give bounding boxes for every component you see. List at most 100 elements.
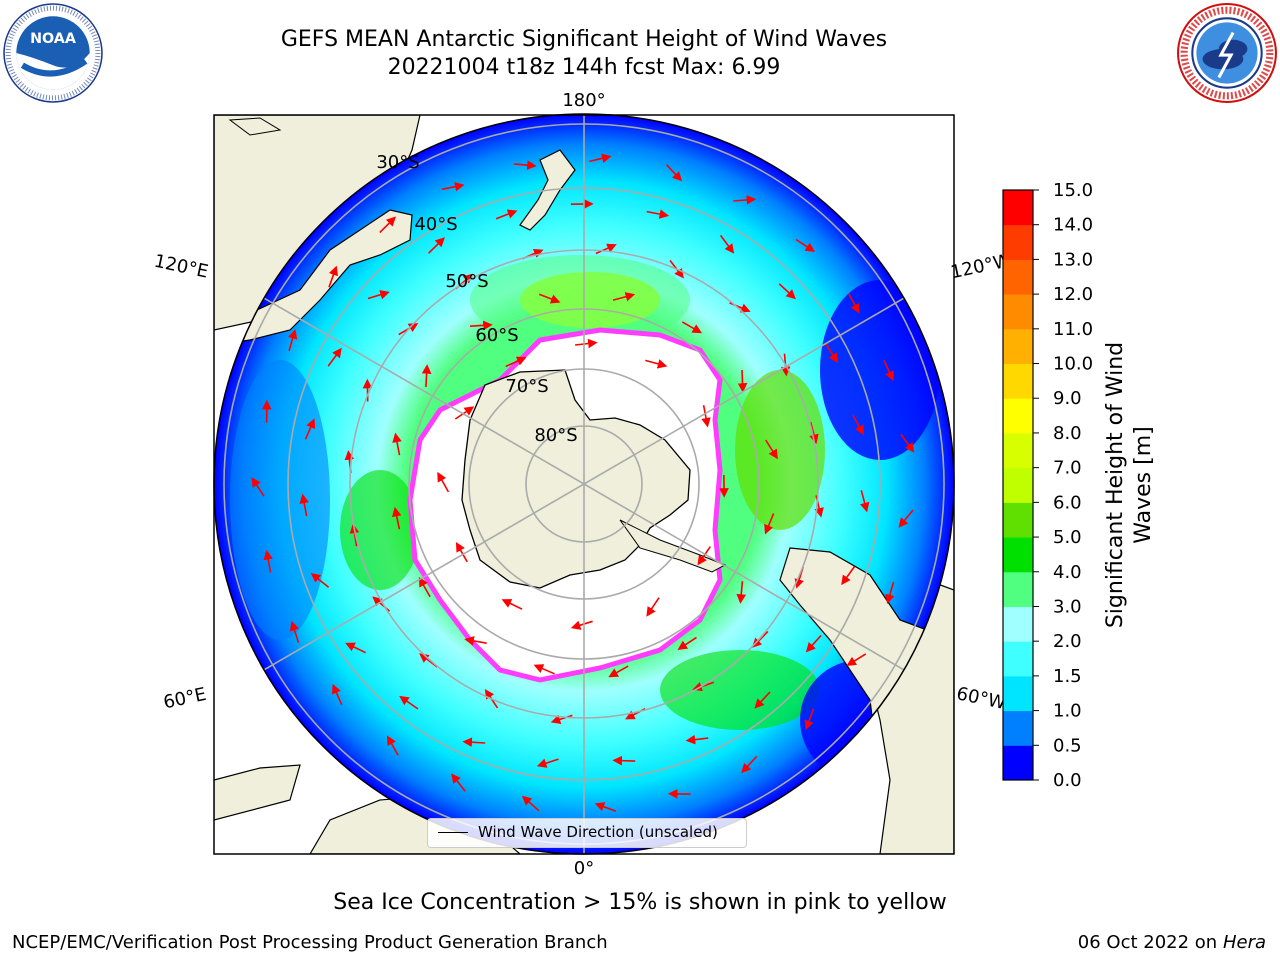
wind-arrow bbox=[737, 369, 748, 393]
map-frame bbox=[213, 114, 955, 855]
colorbar-segment bbox=[1003, 432, 1033, 469]
wind-arrow bbox=[595, 243, 617, 255]
plot-subtitle: 20221004 t18z 144h fcst Max: 6.99 bbox=[387, 55, 781, 80]
wind-arrow bbox=[501, 599, 523, 610]
colorbar-segment bbox=[1003, 502, 1033, 538]
wind-arrow bbox=[729, 302, 751, 313]
wind-arrow bbox=[612, 292, 636, 302]
wind-arrow bbox=[733, 195, 757, 205]
wind-arrow bbox=[513, 160, 537, 170]
colorbar-segment bbox=[1003, 710, 1033, 746]
colorbar-segment bbox=[1003, 537, 1033, 573]
colorbar-tick-label: 5.0 bbox=[1053, 527, 1082, 548]
lon-label-60w: 60°W bbox=[955, 683, 1008, 714]
lat-label-80s: 80°S bbox=[534, 425, 577, 446]
legend-line-swatch bbox=[438, 832, 468, 833]
colorbar-tick-label: 1.5 bbox=[1053, 666, 1082, 687]
wind-arrow bbox=[612, 755, 636, 766]
wind-arrow bbox=[469, 320, 493, 331]
wind-arrow bbox=[589, 153, 612, 163]
wind-arrow bbox=[669, 259, 684, 279]
wind-arrow bbox=[825, 343, 839, 364]
wind-arrow bbox=[765, 439, 778, 460]
map-legend: Wind Wave Direction (unscaled) bbox=[427, 818, 747, 848]
wind-arrow bbox=[736, 581, 747, 604]
colorbar-segment bbox=[1003, 745, 1033, 781]
wind-arrow bbox=[741, 755, 758, 774]
wind-arrow bbox=[719, 234, 735, 254]
wind-arrow bbox=[841, 566, 856, 586]
colorbar-title-line1: Significant Height of Wind bbox=[1103, 342, 1128, 628]
wind-arrow bbox=[421, 364, 432, 387]
colorbar-tick-label: 0.0 bbox=[1053, 770, 1082, 791]
wind-arrow bbox=[289, 620, 300, 643]
wind-arrow bbox=[533, 664, 555, 675]
wind-wave-arrows bbox=[251, 153, 915, 813]
wind-arrow bbox=[900, 433, 915, 453]
wind-arrow bbox=[441, 181, 465, 192]
colorbar-tick-label: 7.0 bbox=[1053, 458, 1082, 479]
colorbar-tick-label: 3.0 bbox=[1053, 596, 1082, 617]
wind-arrow bbox=[251, 477, 265, 497]
plot-title: GEFS MEAN Antarctic Significant Height o… bbox=[280, 27, 888, 52]
wind-arrow bbox=[685, 734, 709, 745]
wind-arrow bbox=[464, 636, 487, 646]
colorbar-tick-label: 13.0 bbox=[1053, 249, 1093, 270]
colorbar-tick-label: 0.5 bbox=[1053, 735, 1082, 756]
colorbar-segment bbox=[1003, 606, 1033, 642]
wind-arrow bbox=[847, 293, 860, 314]
lon-label-120e: 120°E bbox=[152, 251, 210, 283]
colorbar-segment bbox=[1003, 675, 1033, 712]
wind-arrow bbox=[484, 689, 499, 709]
footer-credit: NCEP/EMC/Verification Post Processing Pr… bbox=[12, 932, 608, 953]
wind-arrow bbox=[778, 283, 796, 300]
colorbar-tick-label: 11.0 bbox=[1053, 319, 1093, 340]
colorbar-tick-label: 4.0 bbox=[1053, 562, 1082, 583]
wind-arrow bbox=[681, 321, 703, 334]
wind-arrow bbox=[299, 493, 309, 517]
wind-arrow bbox=[594, 802, 617, 813]
wind-arrow bbox=[677, 636, 697, 650]
wind-arrow bbox=[521, 795, 540, 812]
wind-arrow bbox=[437, 471, 450, 493]
wind-arrow bbox=[805, 634, 822, 653]
sea-ice-note: Sea Ice Concentration > 15% is shown in … bbox=[333, 890, 947, 915]
colorbar-segment bbox=[1003, 224, 1033, 260]
wind-arrow bbox=[666, 164, 683, 182]
wind-arrow bbox=[754, 691, 771, 709]
wind-arrow bbox=[536, 758, 559, 768]
wind-arrow bbox=[310, 573, 330, 588]
wind-arrow bbox=[852, 414, 864, 436]
wind-arrow bbox=[288, 329, 298, 352]
lat-label-70s: 70°S bbox=[505, 376, 548, 397]
wind-arrow bbox=[780, 353, 791, 377]
wind-arrow bbox=[550, 714, 573, 724]
lon-label-180: 180° bbox=[562, 90, 605, 111]
wind-arrow bbox=[399, 695, 419, 710]
footer-date-text: 06 Oct 2022 on bbox=[1077, 932, 1218, 953]
wind-arrow bbox=[367, 290, 390, 300]
colorbar-tick-label: 10.0 bbox=[1053, 354, 1093, 375]
colorbar-segment bbox=[1003, 259, 1033, 295]
noaa-logo-text: NOAA bbox=[30, 31, 76, 47]
wind-arrow bbox=[379, 216, 397, 234]
colorbar-segment bbox=[1003, 398, 1033, 434]
noaa-logo-icon: NOAA bbox=[3, 3, 103, 103]
wind-arrow bbox=[372, 596, 391, 612]
wind-arrow bbox=[645, 359, 668, 369]
colorbar-segment bbox=[1003, 294, 1033, 330]
wind-arrow bbox=[332, 683, 343, 706]
wind-arrow bbox=[327, 347, 342, 367]
colorbar-segment bbox=[1003, 467, 1033, 503]
wind-arrow bbox=[795, 238, 816, 252]
wind-arrow bbox=[495, 209, 518, 220]
colorbar-segment bbox=[1003, 571, 1033, 607]
nws-logo-icon bbox=[1177, 3, 1277, 103]
lon-label-0: 0° bbox=[574, 858, 594, 879]
lat-label-40s: 40°S bbox=[414, 214, 457, 235]
colorbar-segment bbox=[1003, 641, 1033, 677]
wind-arrow bbox=[451, 773, 466, 792]
wind-arrow bbox=[883, 359, 894, 381]
wind-arrow bbox=[345, 642, 367, 654]
wind-arrow bbox=[428, 237, 445, 254]
